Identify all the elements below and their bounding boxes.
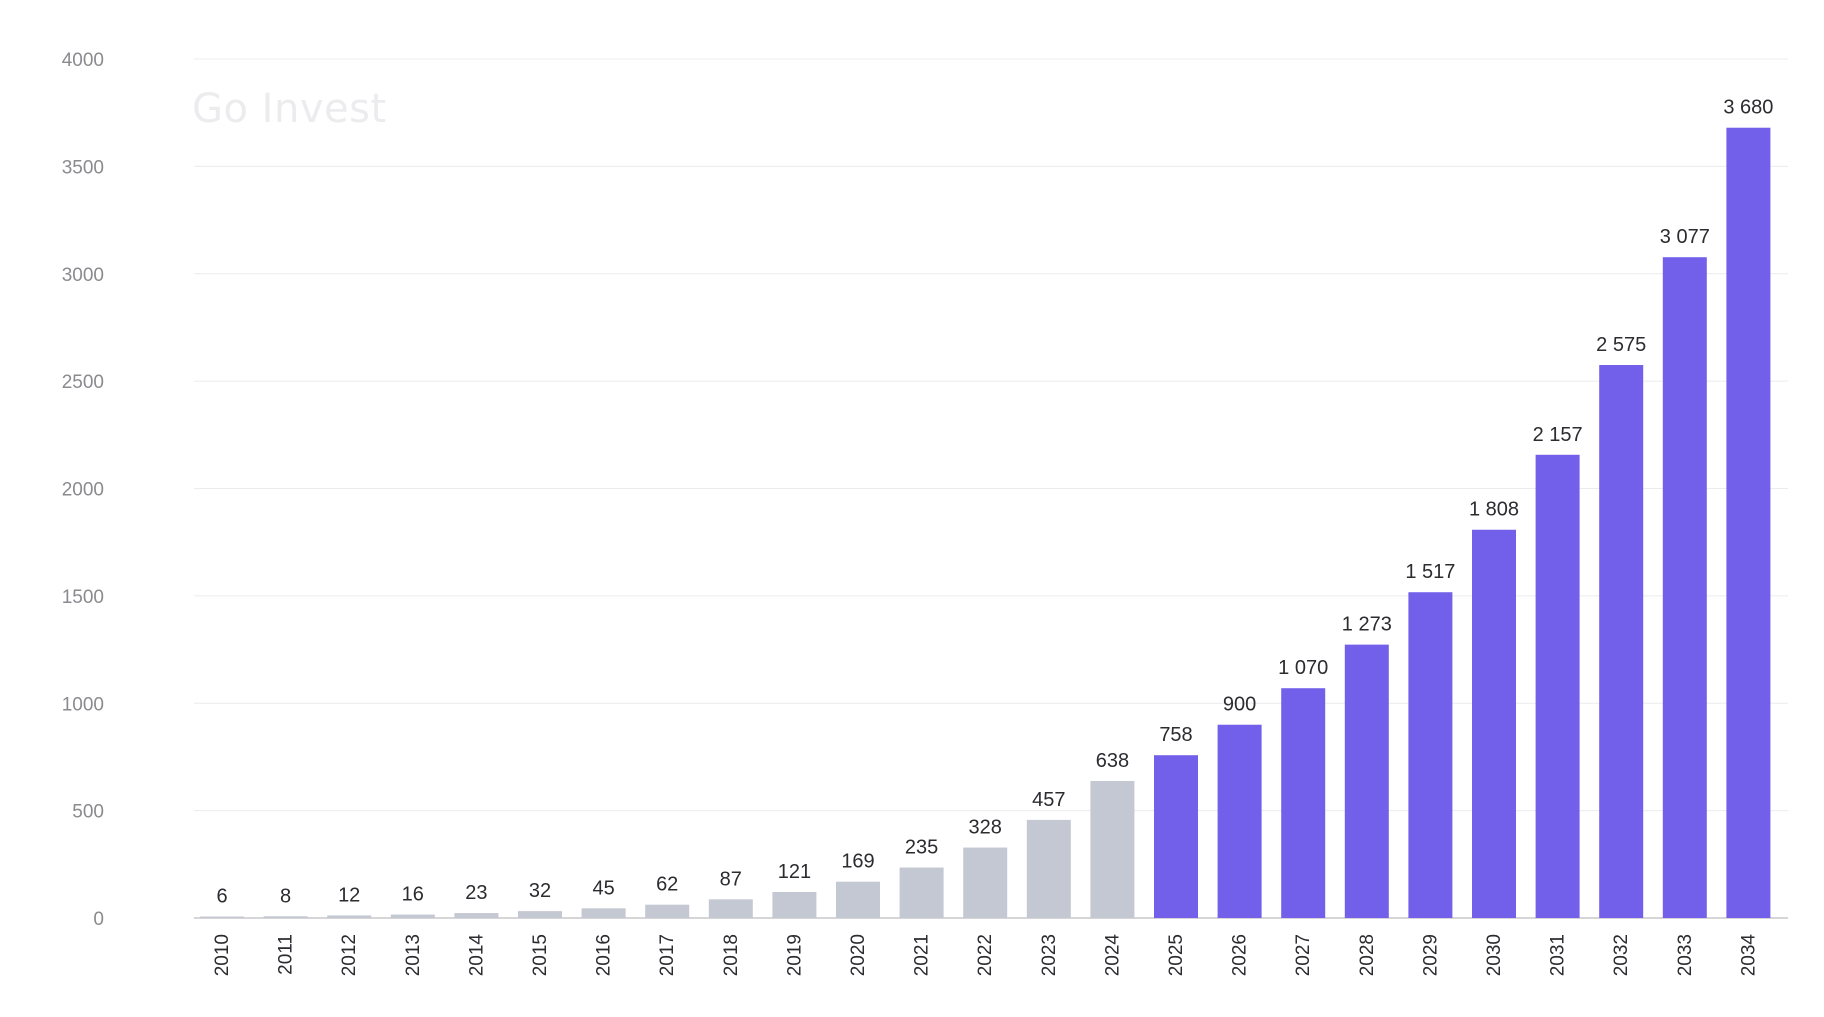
bar — [390, 914, 435, 918]
x-tick-label: 2019 — [784, 934, 805, 976]
bar — [581, 908, 626, 918]
data-label: 12 — [338, 884, 360, 906]
data-label: 1 273 — [1342, 614, 1392, 636]
bar — [1344, 644, 1389, 918]
data-label: 8 — [280, 885, 291, 907]
x-tick-label: 2021 — [912, 934, 933, 976]
data-label: 62 — [656, 874, 678, 896]
bar — [327, 915, 372, 918]
data-label: 3 077 — [1660, 226, 1710, 248]
data-label: 235 — [905, 837, 938, 859]
x-tick-label: 2029 — [1420, 934, 1441, 976]
x-tick-label: 2017 — [657, 934, 678, 976]
bar — [1026, 819, 1071, 918]
bar — [1090, 780, 1135, 918]
data-label: 900 — [1223, 694, 1256, 716]
x-tick-label: 2012 — [339, 934, 360, 976]
data-label: 16 — [402, 884, 424, 906]
x-tick-label: 2015 — [530, 934, 551, 976]
bar — [200, 916, 244, 918]
x-tick-label: 2022 — [975, 934, 996, 976]
y-tick-label: 2500 — [62, 372, 104, 393]
y-tick-label: 2000 — [62, 480, 104, 501]
x-tick-label: 2025 — [1166, 934, 1187, 976]
data-label: 328 — [969, 817, 1002, 839]
x-tick-label: 2010 — [212, 934, 233, 976]
y-tick-label: 3500 — [62, 157, 104, 178]
data-label: 169 — [841, 851, 874, 873]
x-tick-label: 2013 — [403, 934, 424, 976]
data-label: 758 — [1159, 724, 1192, 746]
data-label: 1 517 — [1405, 561, 1455, 583]
x-tick-label: 2018 — [721, 934, 742, 976]
x-tick-label: 2031 — [1548, 934, 1569, 976]
bar — [1599, 365, 1644, 918]
y-tick-label: 3000 — [62, 265, 104, 286]
bar — [1281, 688, 1326, 918]
bar — [836, 881, 880, 918]
bar — [645, 904, 690, 918]
x-tick-label: 2028 — [1357, 934, 1378, 976]
bar — [263, 916, 308, 918]
data-label: 1 808 — [1469, 499, 1519, 521]
bar — [1726, 127, 1771, 919]
bar — [1217, 724, 1262, 918]
x-tick-label: 2034 — [1738, 934, 1759, 977]
x-tick-label: 2011 — [276, 934, 297, 975]
x-tick-label: 2023 — [1039, 934, 1060, 976]
x-tick-label: 2024 — [1102, 934, 1123, 977]
data-label: 121 — [778, 861, 811, 883]
x-tick-label: 2027 — [1293, 934, 1314, 976]
data-label: 87 — [720, 868, 742, 890]
bar — [1472, 529, 1516, 918]
bar — [454, 913, 499, 918]
x-axis: 2010 2011 2012 2013 2014 2015 2016 2017 2018 2019… — [212, 934, 1759, 977]
bar — [1662, 257, 1707, 919]
y-axis: 0 500 1000 1500 2000 2500 3000 3500 4000 — [62, 50, 104, 930]
y-tick-label: 1000 — [62, 694, 104, 715]
x-tick-label: 2032 — [1611, 934, 1632, 976]
y-tick-label: 0 — [93, 909, 104, 930]
x-tick-label: 2020 — [848, 934, 869, 976]
bar — [899, 867, 944, 918]
bar — [1408, 592, 1453, 918]
bar — [708, 899, 753, 918]
data-labels: 6 8 12 16 23 32 45 62 87 121 169 235 328 457 638 758 900… — [216, 97, 1773, 908]
x-tick-label: 2014 — [466, 934, 487, 977]
bar — [1154, 755, 1198, 918]
data-label: 2 575 — [1596, 334, 1646, 356]
data-label: 1 070 — [1278, 657, 1328, 679]
x-tick-label: 2033 — [1675, 934, 1696, 976]
bar — [772, 892, 817, 918]
data-label: 23 — [465, 882, 487, 904]
y-tick-label: 4000 — [62, 50, 104, 71]
bar — [1535, 454, 1580, 918]
data-label: 2 157 — [1533, 424, 1583, 446]
bar — [963, 847, 1008, 918]
y-tick-label: 500 — [72, 802, 104, 823]
bar — [518, 911, 562, 918]
x-tick-label: 2030 — [1484, 934, 1505, 976]
data-label: 6 — [216, 886, 227, 908]
data-label: 638 — [1096, 750, 1129, 772]
bars — [200, 127, 1771, 919]
data-label: 457 — [1032, 789, 1065, 811]
watermark-logo: Go Invest — [192, 86, 387, 132]
x-tick-label: 2016 — [594, 934, 615, 976]
x-tick-label: 2026 — [1230, 934, 1251, 976]
y-tick-label: 1500 — [62, 587, 104, 608]
data-label: 3 680 — [1723, 97, 1773, 119]
data-label: 45 — [592, 877, 614, 899]
data-label: 32 — [529, 880, 551, 902]
